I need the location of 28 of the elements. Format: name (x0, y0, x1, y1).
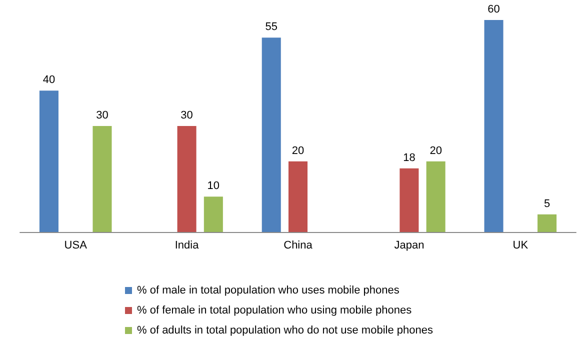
bar (426, 161, 446, 232)
x-tick-label: India (174, 240, 200, 252)
bar (538, 214, 557, 232)
data-label: 55 (265, 21, 278, 34)
legend-label: % of male in total population who uses mobile phones (137, 284, 400, 296)
bar (39, 90, 58, 232)
legend-label: % of female in total population who using mobile phones (137, 304, 412, 316)
data-label: 18 (403, 152, 416, 164)
data-label: 60 (488, 4, 500, 16)
data-label: 5 (544, 198, 550, 210)
bar (92, 126, 112, 232)
bar (204, 196, 223, 232)
data-label: 40 (42, 74, 56, 86)
bar (400, 168, 419, 232)
data-label: 10 (207, 180, 220, 192)
bar (262, 38, 281, 232)
x-tick-label: UK (512, 240, 529, 252)
bar (484, 20, 504, 232)
data-label: 30 (180, 110, 193, 122)
data-label: 20 (430, 144, 442, 157)
legend-label: % of adults in total population who do not use mobile phones (137, 324, 434, 336)
data-label: 20 (292, 144, 304, 157)
x-tick-label: USA (64, 240, 88, 252)
x-tick-label: Japan (394, 240, 424, 252)
bar (288, 161, 308, 232)
x-tick-label: China (284, 240, 314, 252)
bar (177, 126, 196, 232)
data-label: 30 (96, 110, 108, 122)
